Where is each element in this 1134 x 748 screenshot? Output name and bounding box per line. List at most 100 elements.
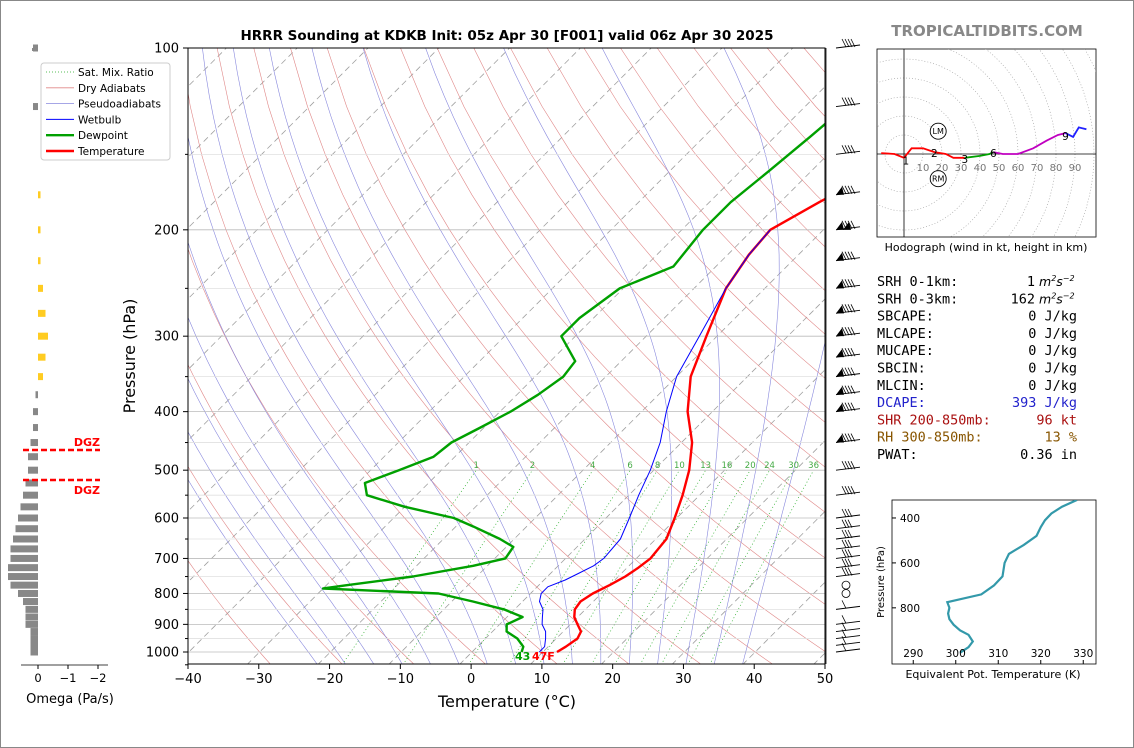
barb-pennant — [836, 328, 844, 337]
omega-bar — [28, 466, 38, 474]
barb-staff — [835, 466, 861, 471]
mixing-ratio-label: 20 — [745, 461, 756, 471]
x-tick-label: −30 — [245, 672, 272, 687]
hodograph-height-label: 3 — [961, 154, 968, 166]
barb-feather — [841, 279, 847, 288]
barb-feather — [847, 38, 853, 48]
indices-table: SRH 0-1km: 1 m2s−2 SRH 0-3km: 162 m2s−2 SBCAPE… — [877, 274, 1077, 463]
hodograph-height-label: 9 — [1062, 131, 1069, 143]
omega-bar — [35, 391, 38, 399]
wind-barb — [835, 642, 861, 653]
wind-barb — [835, 600, 861, 610]
hodograph-panel: 10 20 30 40 50 60 70 80 90 1 2 3 6 9 LM RM — [876, 48, 1097, 238]
y-tick-label: 400 — [154, 405, 179, 420]
omega-bar — [18, 589, 38, 597]
barb-feather — [850, 97, 856, 106]
pseudoadiabat-line — [202, 48, 488, 664]
theta-e-x-tick-label: 310 — [988, 648, 1008, 660]
index-label: SBCAPE: — [877, 309, 934, 325]
barb-feather — [850, 251, 856, 260]
mixing-ratio-label: 2 — [530, 461, 535, 471]
barb-feather — [844, 460, 850, 470]
wind-barb — [835, 433, 861, 443]
barb-feather — [841, 185, 847, 194]
theta-e-x-tick-label: 290 — [903, 648, 923, 660]
omega-bar — [25, 479, 38, 487]
barb-feather — [844, 220, 850, 230]
hodograph-curve — [881, 126, 1087, 159]
skewt-background-lines — [188, 48, 825, 664]
calm-circle — [841, 580, 851, 590]
hodograph-segment — [964, 151, 994, 159]
dry-adiabat-line — [290, 48, 773, 664]
hodograph-segment — [881, 147, 965, 159]
barb-feather — [841, 385, 847, 394]
barb-feather — [850, 145, 856, 154]
mixing-ratio-line — [640, 470, 751, 664]
index-label: SBCIN: — [877, 361, 926, 377]
barb-feather — [841, 519, 847, 528]
index-label: MUCAPE: — [877, 343, 934, 359]
barb-feather — [844, 567, 850, 576]
barb-feather — [847, 549, 853, 558]
barb-feather — [841, 145, 847, 154]
storm-motion-marker — [929, 122, 947, 140]
barb-feather — [847, 185, 853, 194]
barb-feather — [841, 433, 847, 442]
index-label: RH 300-850mb: — [877, 430, 983, 446]
hodograph-height-label: 6 — [990, 148, 997, 160]
barb-pennant — [836, 186, 844, 195]
x-axis-label: Temperature (°C) — [437, 692, 576, 711]
barb-staff — [835, 564, 861, 569]
omega-bar — [33, 408, 38, 416]
wind-barb — [835, 549, 861, 559]
omega-bar — [38, 191, 41, 199]
pseudoadiabat-line — [188, 316, 403, 664]
x-tick-label: −40 — [174, 672, 201, 687]
barb-feather — [847, 558, 853, 567]
theta-e-x-tick-label: 320 — [1031, 648, 1051, 660]
legend-label: Temperature — [77, 146, 145, 158]
pseudoadiabat-line — [233, 48, 516, 664]
dry-adiabat-line — [326, 48, 825, 652]
barb-feather — [847, 567, 853, 576]
barb-feather — [841, 529, 847, 539]
barb-pennant — [836, 349, 844, 358]
barb-feather — [844, 486, 850, 495]
dry-adiabat-line — [583, 48, 825, 335]
index-value: 0 J/kg — [1028, 378, 1077, 394]
barb-feather — [844, 539, 850, 549]
hodograph-ring-label: 20 — [936, 163, 949, 174]
y-tick-label: 500 — [154, 464, 179, 479]
omega-bar — [8, 564, 38, 572]
skewt-axes: 1 2 4 6 8 10 13 16 20 24 30 36−40 −30 −20 −10 0 10 20 30 40… — [146, 42, 833, 688]
barb-staff — [835, 514, 861, 519]
barb-pennant — [836, 221, 844, 230]
wind-barb — [841, 580, 851, 590]
mixing-ratio-label: 6 — [627, 461, 632, 471]
barb-feather — [844, 279, 850, 288]
mixing-ratio-line — [342, 469, 477, 664]
barb-feather — [847, 367, 853, 376]
mixing-ratio-label: 30 — [788, 461, 799, 471]
barb-feather — [847, 279, 853, 288]
index-value: 96 kt — [1036, 412, 1077, 428]
theta-e-panel: 290 300 310 320 330 400 600 800 — [891, 499, 1097, 665]
theta-e-curve — [945, 500, 1078, 654]
wind-barb — [835, 367, 861, 378]
barb-feather — [850, 367, 856, 376]
theta-e-x-tick-label: 330 — [1073, 648, 1093, 660]
pseudoadiabat-line — [362, 48, 602, 664]
barb-staff — [835, 573, 861, 577]
barb-feather — [844, 145, 850, 154]
omega-bar — [38, 284, 43, 292]
index-value: 162 — [1011, 291, 1035, 307]
mixing-ratio-label: 10 — [674, 461, 685, 471]
barb-staff — [835, 648, 861, 653]
isotherm-line — [247, 86, 825, 664]
mixing-ratio-line — [508, 470, 631, 664]
legend-label: Wetbulb — [78, 114, 122, 126]
omega-bar — [33, 104, 38, 109]
legend-label: Sat. Mix. Ratio — [78, 67, 154, 79]
barb-feather — [847, 433, 853, 442]
